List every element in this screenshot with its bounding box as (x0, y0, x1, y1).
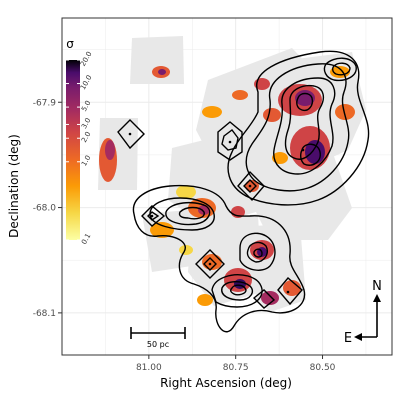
contour (252, 289, 276, 309)
emission-patch (263, 108, 281, 122)
source-marker (228, 140, 232, 144)
contour-lines (117, 50, 370, 333)
contour (245, 63, 350, 192)
contour (221, 129, 239, 151)
contour (165, 201, 211, 226)
coverage-tile (252, 224, 306, 312)
emission-patch (197, 294, 213, 306)
contour (239, 232, 276, 271)
panel-border (61, 17, 393, 356)
emission-patch (245, 180, 259, 192)
compass-north-label: N (372, 279, 382, 294)
contour (141, 205, 166, 227)
contour (284, 84, 325, 160)
source-marker (128, 132, 132, 136)
emission-patch (295, 90, 315, 106)
compass: N E (344, 279, 382, 346)
contour (323, 57, 357, 82)
axes: 81.00 80.75 80.50 -67.9 -68.0 -68.1 (33, 98, 336, 373)
emission-patch (179, 245, 193, 255)
contour (217, 121, 243, 161)
source-marker (301, 148, 305, 152)
contour (211, 274, 263, 308)
colorbar-gradient (66, 60, 80, 240)
contour (230, 284, 247, 296)
contour (227, 50, 370, 206)
contour (277, 277, 303, 306)
x-tick-label: 80.75 (223, 363, 249, 373)
y-tick-label: -67.9 (33, 98, 57, 108)
scale-bar-label: 50 pc (147, 340, 169, 349)
contour (243, 179, 257, 193)
y-tick-label: -68.0 (33, 204, 57, 214)
x-axis-title: Right Ascension (deg) (160, 376, 292, 390)
source-marker (286, 290, 290, 294)
contour (299, 143, 321, 166)
emission-patch (305, 140, 325, 164)
contour (203, 257, 217, 271)
compass-east-label: E (344, 331, 352, 346)
contour (195, 249, 225, 279)
emission-patch (272, 152, 288, 164)
east-arrow-head (354, 333, 362, 341)
x-tick-label: 81.00 (136, 363, 162, 373)
contour (147, 211, 160, 221)
emission-patch (202, 106, 222, 118)
emission-patch (158, 69, 166, 75)
emission-patch (261, 291, 279, 305)
emission-patch (150, 222, 174, 238)
scale-bar: 50 pc (130, 327, 186, 349)
contour (221, 281, 254, 301)
y-tick-label: -68.1 (33, 309, 56, 319)
y-axis-title: Declination (deg) (7, 134, 21, 238)
contour (132, 184, 306, 333)
x-tick-label: 80.50 (310, 363, 336, 373)
emission-patch (232, 90, 248, 100)
contour (246, 241, 268, 263)
contour (331, 62, 351, 76)
source-marker (208, 262, 212, 266)
contour (296, 92, 314, 112)
contour (237, 170, 265, 202)
contour (178, 206, 205, 220)
north-arrow-head (373, 294, 381, 302)
contour (253, 248, 263, 258)
emission-patch (176, 185, 196, 199)
contour (117, 119, 145, 150)
emission-patch (202, 254, 222, 270)
coverage-tile (130, 36, 184, 84)
source-marker (248, 184, 252, 188)
source-marker (150, 214, 154, 218)
contour (149, 197, 215, 231)
colorbar-title: σ (66, 37, 74, 51)
emission-patch (105, 140, 115, 160)
emission-patch (335, 104, 355, 120)
contour (273, 77, 336, 175)
